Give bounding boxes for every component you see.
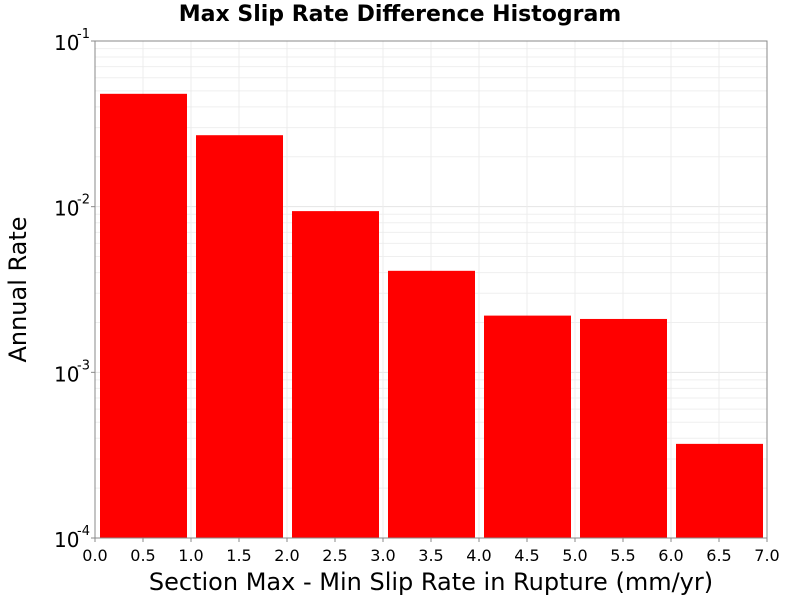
- x-axis-ticks: 0.0 0.5 1.0 1.5 2.0 2.5 3.0 3.5 4.0 4.5 5.0 5.5 6.0 6…: [82, 538, 780, 565]
- x-tick-label: 0.5: [130, 546, 155, 565]
- x-tick-label: 4.0: [466, 546, 491, 565]
- x-tick-label: 6.0: [658, 546, 683, 565]
- x-tick-label: 1.0: [178, 546, 203, 565]
- y-tick-label: 10-3: [54, 358, 90, 386]
- x-tick-label: 0.0: [82, 546, 107, 565]
- y-tick-base: 10: [54, 362, 79, 386]
- bar-4: [388, 270, 475, 538]
- bar-5: [484, 315, 571, 538]
- y-tick-exponent: -3: [77, 358, 90, 373]
- y-tick-label: 10-1: [54, 27, 90, 55]
- x-tick-label: 2.5: [322, 546, 347, 565]
- bar-1: [100, 93, 187, 538]
- bar-6: [580, 318, 667, 538]
- x-tick-label: 7.0: [754, 546, 779, 565]
- y-axis-title: Annual Rate: [4, 216, 32, 362]
- y-tick-label: 10-4: [54, 524, 90, 552]
- bar-3: [292, 211, 379, 539]
- bar-7: [676, 443, 763, 538]
- x-tick-label: 5.0: [562, 546, 587, 565]
- x-tick-label: 3.5: [418, 546, 443, 565]
- y-tick-base: 10: [54, 197, 79, 221]
- x-tick-label: 2.0: [274, 546, 299, 565]
- x-axis-title: Section Max - Min Slip Rate in Rupture (…: [149, 568, 713, 596]
- x-tick-label: 3.0: [370, 546, 395, 565]
- x-tick-label: 6.5: [706, 546, 731, 565]
- bars: [100, 93, 763, 539]
- y-tick-exponent: -1: [77, 27, 90, 42]
- y-tick-base: 10: [54, 31, 79, 55]
- y-tick-exponent: -2: [77, 193, 90, 208]
- bar-2: [196, 135, 283, 538]
- chart-title: Max Slip Rate Difference Histogram: [178, 2, 622, 27]
- x-tick-label: 4.5: [514, 546, 539, 565]
- x-tick-label: 5.5: [610, 546, 635, 565]
- y-tick-base: 10: [54, 528, 79, 552]
- x-tick-label: 1.5: [226, 546, 251, 565]
- y-tick-exponent: -4: [77, 524, 90, 539]
- y-axis-ticks: 10-410-310-210-1: [54, 27, 95, 552]
- y-tick-label: 10-2: [54, 193, 90, 221]
